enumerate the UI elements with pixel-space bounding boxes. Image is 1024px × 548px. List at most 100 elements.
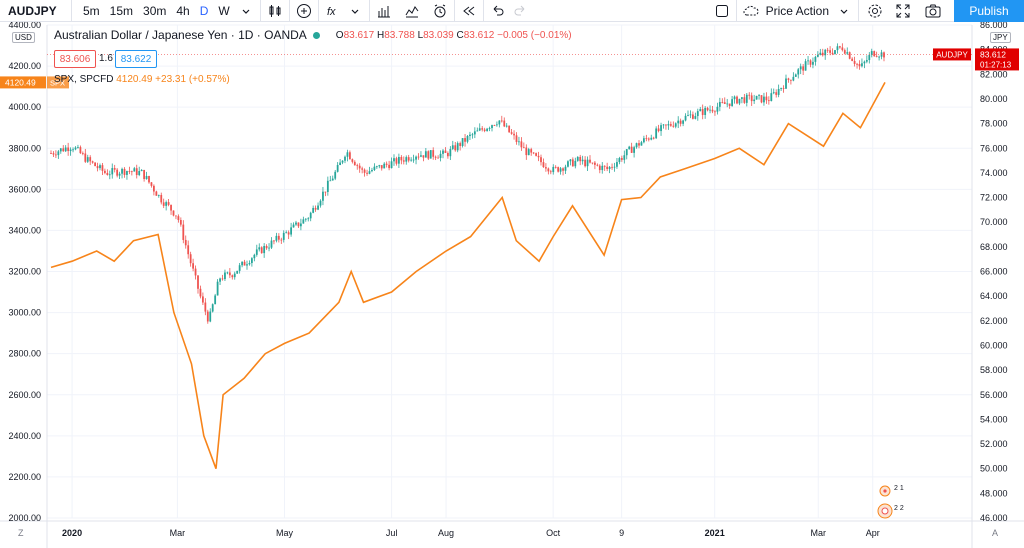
candle-down: [395, 158, 398, 164]
candles-icon[interactable]: [264, 0, 286, 22]
candle-up: [655, 128, 658, 139]
candle-up: [718, 102, 721, 107]
sell-price-button[interactable]: 83.606: [54, 50, 96, 68]
left-scale-unit[interactable]: USD: [12, 32, 35, 43]
candle-up: [322, 191, 324, 201]
candle-up: [471, 134, 474, 136]
candle-down: [388, 164, 390, 169]
candle-up: [111, 168, 114, 175]
time-tick-label: Apr: [866, 528, 880, 538]
candle-up: [772, 92, 775, 94]
candle-down: [402, 160, 405, 162]
candle-up: [552, 166, 555, 173]
candle-up: [488, 128, 491, 129]
interval-5m[interactable]: 5m: [83, 3, 100, 18]
candle-down: [454, 145, 457, 151]
candle-down: [547, 168, 550, 172]
candle-up: [375, 166, 378, 168]
interval-1d[interactable]: D: [199, 3, 209, 18]
candle-down: [287, 232, 290, 235]
auto-scale-button[interactable]: A: [992, 528, 999, 538]
candle-down: [52, 153, 55, 155]
right-price-tag: [975, 48, 1019, 71]
redo-icon[interactable]: [509, 0, 531, 22]
candle-down: [672, 125, 675, 127]
ohlc-values: O83.617 H83.788 L83.039 C83.612 −0.005 (…: [335, 29, 572, 41]
symbol-search[interactable]: AUDJPY: [0, 0, 72, 22]
candle-down: [714, 111, 716, 113]
rewind-icon[interactable]: [458, 0, 480, 22]
overlay-name[interactable]: SPX, SPCFD: [54, 74, 114, 85]
undo-icon[interactable]: [487, 0, 509, 22]
right-tick-label: 86.000: [980, 22, 1008, 30]
camera-icon[interactable]: [918, 0, 948, 22]
candle-up: [498, 120, 501, 125]
candle-up: [309, 212, 312, 219]
price-chart[interactable]: 4400.00 4200.00 4000.00 3800.00 3600.00 3400.…: [0, 22, 1024, 548]
cloud-icon[interactable]: [740, 0, 762, 22]
alarm-icon[interactable]: [429, 0, 451, 22]
candle-up: [429, 150, 432, 159]
square-icon[interactable]: [711, 0, 733, 22]
toolbar-divider: [858, 0, 859, 22]
candle-up: [836, 46, 839, 51]
candle-up: [108, 174, 111, 176]
chevron-down-icon[interactable]: [833, 0, 855, 22]
candle-down: [199, 288, 202, 297]
buy-price-button[interactable]: 83.622: [115, 50, 157, 68]
candle-down: [106, 172, 109, 175]
candle-down: [361, 168, 364, 170]
fullscreen-icon[interactable]: [888, 0, 918, 22]
candle-down: [206, 311, 209, 322]
candle-up: [312, 207, 315, 213]
chevron-down-icon[interactable]: [344, 0, 366, 22]
candle-down: [503, 120, 506, 127]
right-tick-label: 58.000: [980, 365, 1008, 375]
interval-4h[interactable]: 4h: [176, 3, 190, 18]
plus-circle-icon[interactable]: [293, 0, 315, 22]
candle-down: [50, 153, 52, 154]
layout-name[interactable]: Price Action: [765, 4, 829, 18]
candle-down: [130, 171, 133, 173]
candle-down: [839, 46, 841, 48]
candle-up: [405, 157, 408, 162]
candle-up: [491, 125, 493, 129]
chevron-down-icon[interactable]: [235, 0, 257, 22]
indicators-icon[interactable]: [401, 0, 423, 22]
candle-down: [427, 151, 430, 159]
candle-up: [209, 311, 212, 322]
gear-icon[interactable]: [862, 0, 888, 22]
candle-up: [476, 130, 479, 132]
candle-up: [777, 88, 780, 95]
candle-up: [674, 123, 677, 127]
right-scale-unit[interactable]: JPY: [990, 32, 1011, 43]
candle-up: [601, 165, 604, 171]
candle-down: [104, 170, 106, 173]
publish-button[interactable]: Publish: [954, 0, 1024, 22]
fx-icon[interactable]: fx: [322, 0, 344, 22]
candle-up: [251, 258, 253, 264]
candle-up: [469, 134, 471, 137]
right-tick-label: 50.000: [980, 464, 1008, 474]
bar-chart-icon[interactable]: [373, 0, 395, 22]
candle-up: [157, 194, 160, 196]
interval-15m[interactable]: 15m: [109, 3, 134, 18]
candle-up: [282, 232, 285, 240]
candle-up: [753, 99, 756, 102]
candle-down: [277, 235, 280, 240]
candle-down: [422, 155, 425, 158]
candle-up: [270, 240, 273, 248]
candle-down: [809, 60, 812, 65]
candle-down: [189, 254, 192, 264]
candle-up: [586, 159, 589, 167]
interval-30m[interactable]: 30m: [143, 3, 167, 18]
candle-down: [606, 166, 609, 170]
candle-up: [799, 66, 802, 70]
legend-title[interactable]: Australian Dollar / Japanese Yen · 1D · …: [54, 28, 307, 42]
candle-down: [197, 275, 199, 289]
candle-down: [829, 50, 831, 53]
zoom-button[interactable]: Z: [18, 528, 24, 538]
candle-down: [192, 263, 194, 269]
interval-1w[interactable]: W: [218, 3, 230, 18]
candle-down: [848, 52, 851, 59]
